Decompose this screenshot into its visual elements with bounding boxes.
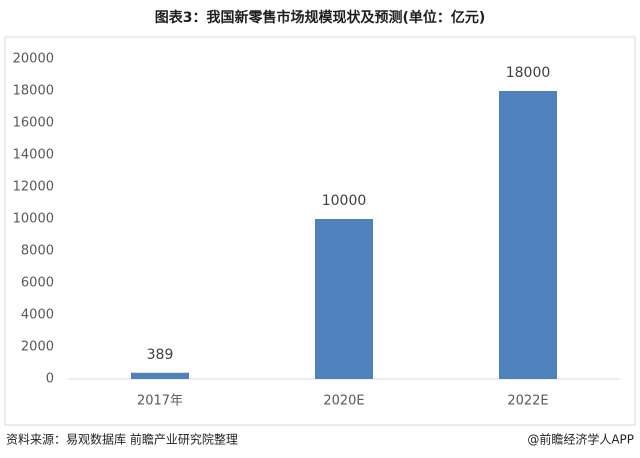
y-tick-label: 18000 — [13, 84, 54, 99]
chart-frame — [4, 36, 636, 426]
x-tick-label: 2020E — [323, 394, 364, 409]
y-tick-label: 14000 — [13, 148, 54, 163]
data-label: 10000 — [322, 193, 367, 209]
bar — [131, 372, 189, 379]
x-tick-label: 2022E — [507, 394, 548, 409]
y-tick-label: 6000 — [21, 276, 54, 291]
y-tick-label: 16000 — [13, 116, 54, 131]
bar — [315, 219, 373, 379]
credit: @前瞻经济学人APP — [527, 432, 634, 447]
source-note: 资料来源：易观数据库 前瞻产业研究院整理 — [6, 432, 238, 447]
chart-title: 图表3：我国新零售市场规模现状及预测(单位：亿元) — [155, 9, 486, 26]
y-tick-label: 12000 — [13, 180, 54, 195]
y-tick-label: 10000 — [13, 212, 54, 227]
y-tick-label: 4000 — [21, 308, 54, 323]
y-tick-label: 20000 — [13, 52, 54, 67]
y-tick-label: 8000 — [21, 244, 54, 259]
y-tick-label: 0 — [46, 372, 54, 387]
data-label: 18000 — [506, 65, 551, 81]
data-label: 389 — [147, 347, 174, 363]
x-tick-label: 2017年 — [137, 394, 183, 409]
y-tick-label: 2000 — [21, 340, 54, 355]
bar — [499, 91, 557, 379]
